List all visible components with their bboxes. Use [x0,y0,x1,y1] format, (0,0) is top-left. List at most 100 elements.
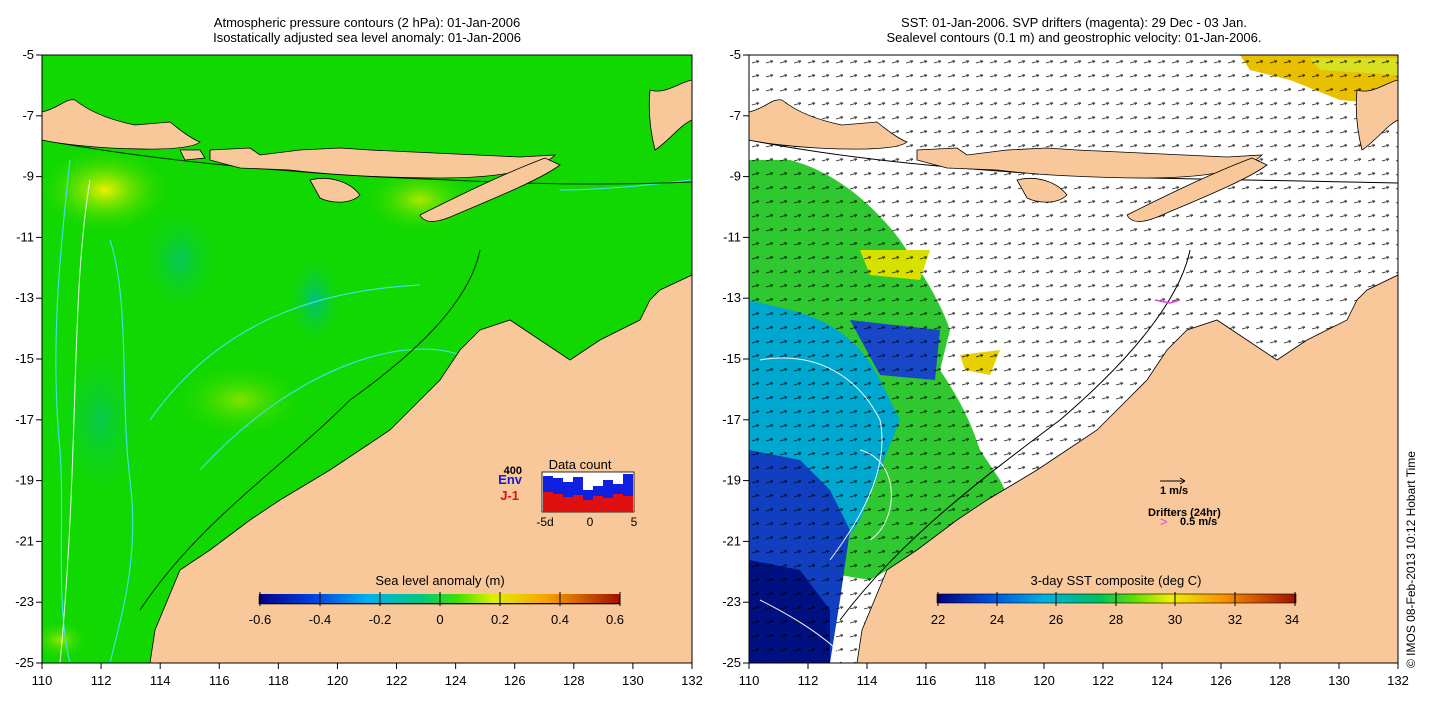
sla-high-blob [170,360,310,440]
left-colorbar: Sea level anomaly (m) -0.6 -0.4 -0.2 0 0… [249,573,624,627]
right-xtick-label: 130 [1328,673,1350,688]
right-ytick-label: -19 [722,473,741,488]
left-xtick-label: 110 [32,673,53,688]
velocity-scale-arrowhead [1179,477,1186,485]
right-ytick-label: -17 [722,412,741,427]
right-title-line1: SST: 01-Jan-2006. SVP drifters (magenta)… [901,15,1247,30]
left-ytick-label: -7 [22,108,34,123]
right-xtick-label: 122 [1092,673,1114,688]
sla-zero-contour [59,179,91,663]
inset-max-label: 400 [504,465,522,477]
left-title-line2: Isostatically adjusted sea level anomaly… [213,30,521,45]
left-ytick-label: -13 [15,290,34,305]
drifter-speed-label: 0.5 m/s [1180,516,1217,528]
inset-env-label: Env [498,472,523,487]
left-ytick-label: -19 [15,473,34,488]
left-ytick-label: -21 [15,533,34,548]
right-ytick-label: -11 [723,229,741,244]
left-xtick-label: 112 [91,673,112,688]
right-title: SST: 01-Jan-2006. SVP drifters (magenta)… [748,15,1400,45]
left-xtick-label: 132 [681,673,703,688]
left-colorbar-tick-label: 0.4 [551,612,569,627]
left-map [42,55,692,663]
left-ytick-label: -9 [22,169,34,184]
left-xtick-label: 122 [386,673,408,688]
inset-j1-label: J-1 [500,488,519,503]
left-colorbar-tick-label: -0.6 [249,612,271,627]
sla-low-blob [50,330,150,510]
right-colorbar-tick-label: 32 [1228,612,1242,627]
bathymetry-line [42,139,692,185]
right-title-line2: Sealevel contours (0.1 m) and geostrophi… [886,30,1262,45]
right-legend: 1 m/s Drifters (24hr) > 0.5 m/s [1148,477,1221,529]
sealevel-contours-white [759,357,892,663]
left-xtick-label: 124 [445,673,467,688]
right-ytick-label: -5 [729,47,741,62]
left-xtick-label: 128 [563,673,585,688]
left-ytick-label: -5 [22,47,34,62]
right-colorbar-title: 3-day SST composite (deg C) [1031,573,1202,588]
left-colorbar-tick-label: 0 [436,612,443,627]
right-ytick-label: -9 [729,169,741,184]
right-colorbar-tick-label: 24 [990,612,1004,627]
drifter-marker-icon: > [1160,514,1168,529]
right-xtick-label: 118 [975,673,996,688]
left-xtick-label: 114 [150,673,171,688]
inset-title: Data count [549,457,612,472]
right-ytick-label: -7 [729,108,741,123]
left-xtick-label: 126 [504,673,526,688]
land-australia [149,274,692,663]
right-colorbar-tick-label: 22 [931,612,945,627]
land-north [648,79,692,151]
left-xtick-label: 120 [327,673,349,688]
data-count-inset: Data count 400 Env J-1 -5d 0 5 [498,457,638,529]
right-xtick-label: 110 [739,673,760,688]
right-xtick-label: 116 [916,673,937,688]
right-xtick-label: 128 [1269,673,1291,688]
left-colorbar-tick-label: 0.2 [491,612,509,627]
right-map [749,55,1398,663]
left-title-line1: Atmospheric pressure contours (2 hPa): 0… [213,15,521,30]
right-xtick-label: 132 [1387,673,1409,688]
inset-xtick: 0 [587,515,594,529]
sla-low-blob [285,250,345,350]
land-australia-right [856,274,1398,663]
left-title: Atmospheric pressure contours (2 hPa): 0… [42,15,692,45]
left-colorbar-tick-label: -0.2 [369,612,391,627]
left-colorbar-tick-label: 0.6 [606,612,624,627]
drifters-label: Drifters (24hr) [1148,507,1221,519]
right-ytick-label: -15 [722,351,741,366]
inset-xtick: 5 [631,515,638,529]
left-xtick-label: 118 [268,673,289,688]
right-ytick-label: -21 [722,533,741,548]
bathymetry-line [139,249,481,611]
inset-xtick: -5d [536,515,553,529]
left-ytick-label: -11 [16,229,34,244]
left-colorbar-title: Sea level anomaly (m) [375,573,504,588]
land-islands [42,99,561,222]
right-xtick-label: 114 [857,673,878,688]
right-xtick-label: 124 [1151,673,1173,688]
right-xtick-label: 112 [798,673,819,688]
right-colorbar-tick-label: 28 [1109,612,1123,627]
left-xtick-label: 116 [209,673,230,688]
left-colorbar-ticks [259,592,621,606]
right-xtick-label: 126 [1210,673,1232,688]
left-colorbar-tick-label: -0.4 [309,612,331,627]
right-colorbar-ticks [937,592,1296,606]
left-ytick-label: -25 [15,655,34,670]
sla-low-blob [135,200,225,320]
left-ytick-label: -15 [15,351,34,366]
right-colorbar: 3-day SST composite (deg C) 22 24 26 28 … [931,573,1299,627]
velocity-scale-label: 1 m/s [1160,485,1188,497]
sla-high-blob [42,620,90,660]
right-ytick-label: -23 [722,594,741,609]
copyright-label: © IMOS 08-Feb-2013 10:12 Hobart Time [1404,451,1418,668]
land-islands-right [749,99,1268,222]
left-xtick-label: 130 [622,673,644,688]
land-north-right [1355,79,1398,151]
inset-j1-bars [543,492,633,512]
right-colorbar-tick-label: 30 [1168,612,1182,627]
sla-high-blob [42,145,175,235]
right-xtick-label: 120 [1033,673,1055,688]
